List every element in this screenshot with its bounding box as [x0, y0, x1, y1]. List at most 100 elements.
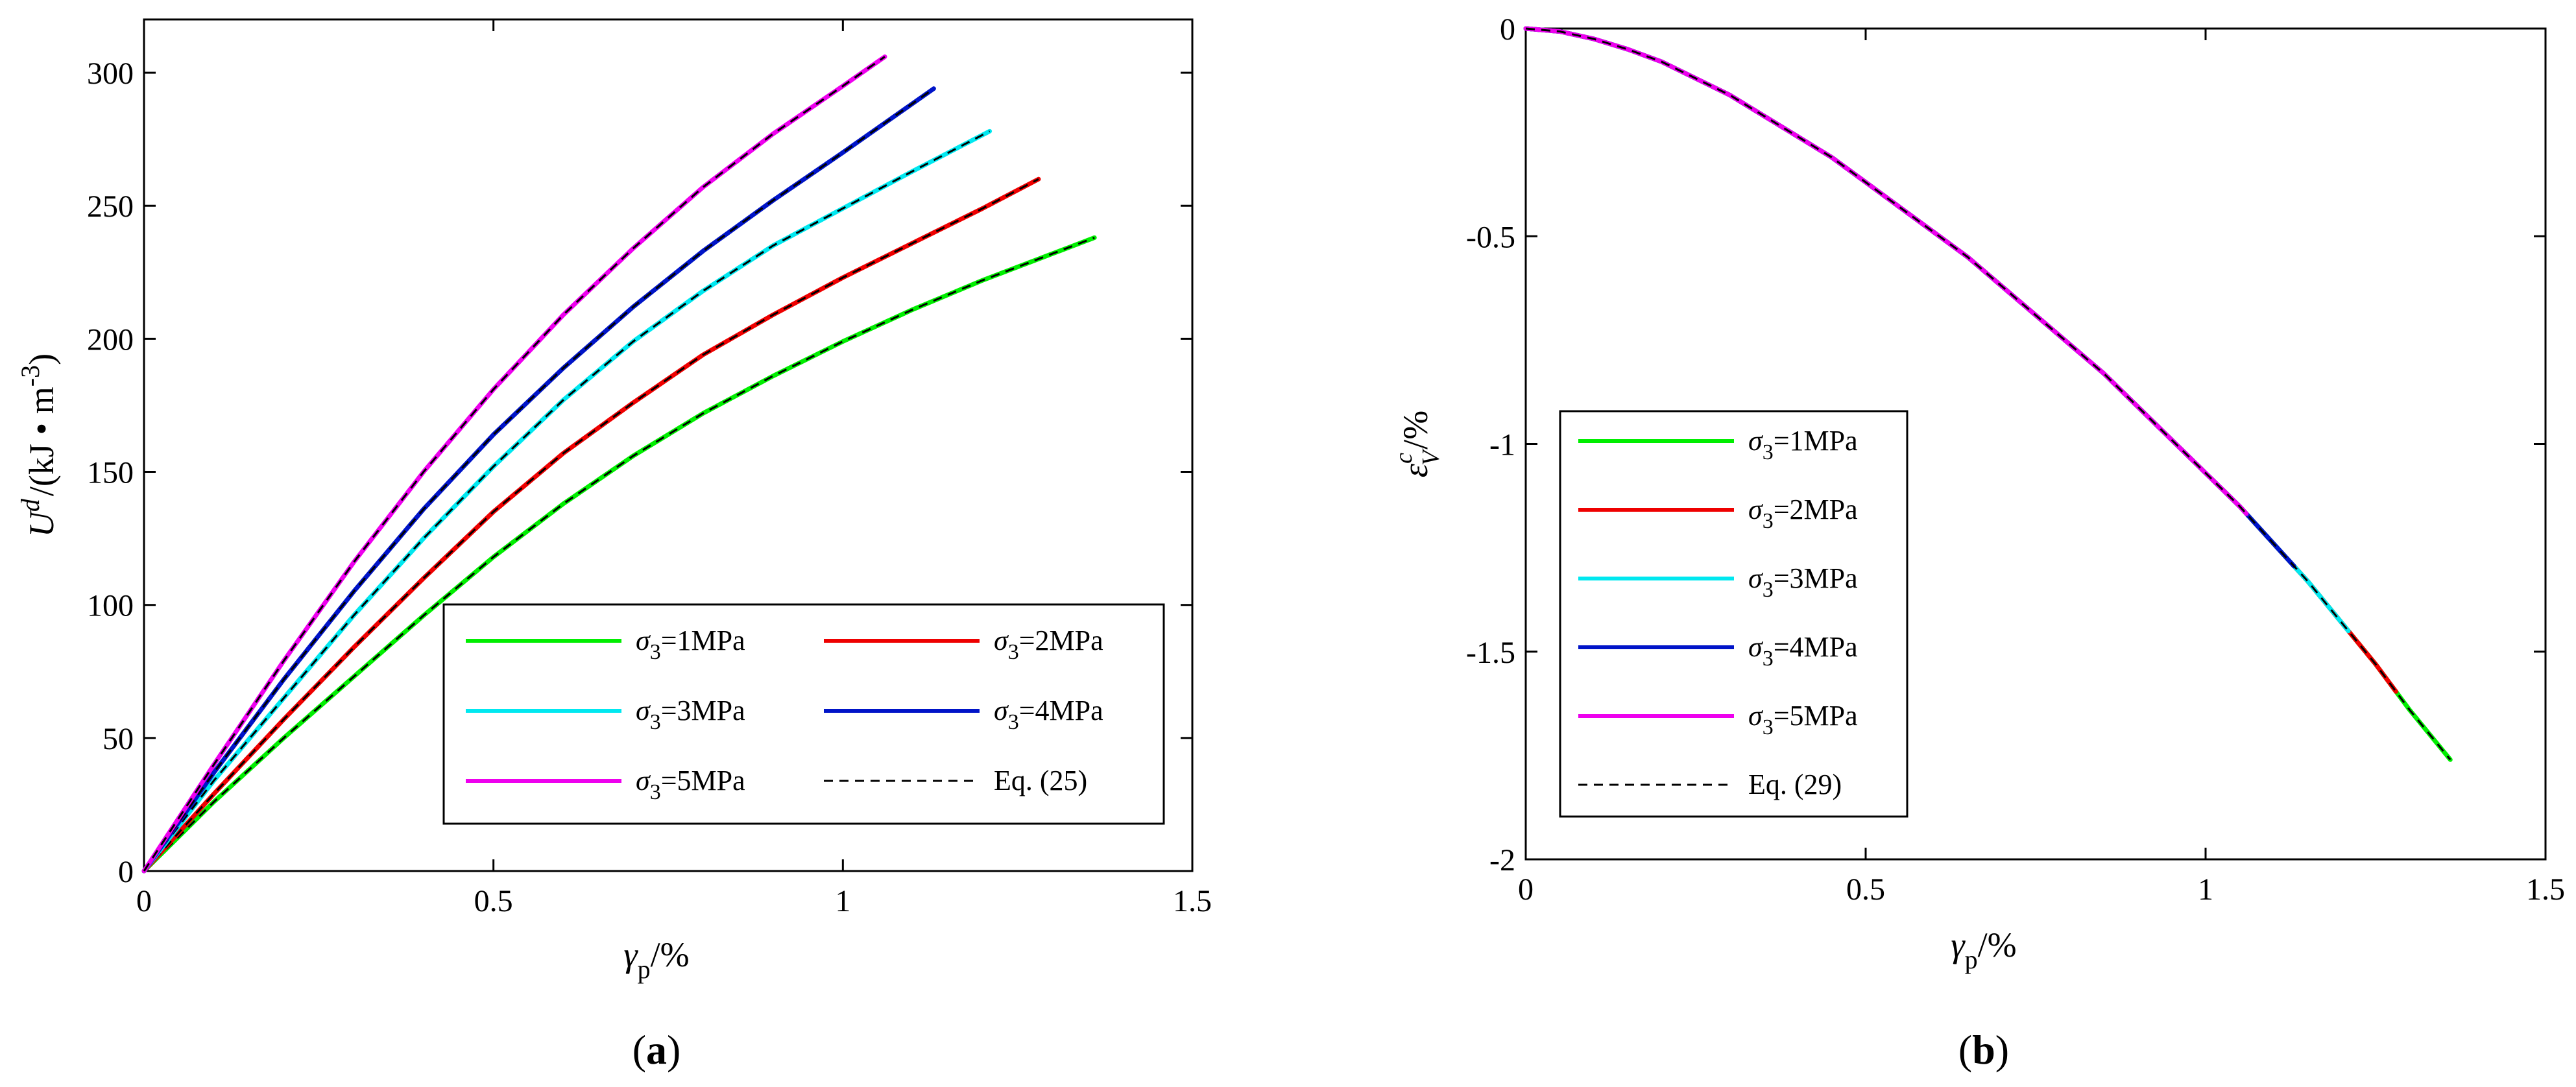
legend-label-sigma: σ	[1748, 494, 1764, 525]
legend-label: σ3=2MPa	[1748, 494, 1858, 533]
y-axis-label-unit: /%	[1396, 411, 1435, 449]
y-tick-label: 200	[87, 322, 134, 357]
legend-label: σ3=3MPa	[636, 695, 745, 734]
legend-label: σ3=1MPa	[1748, 425, 1858, 464]
y-axis-label-main: U	[22, 510, 61, 537]
y-tick-label: 0	[1500, 12, 1515, 47]
legend-label-sub: 3	[650, 780, 661, 804]
legend-label-rest: =3MPa	[1774, 562, 1858, 594]
y-axis-label-unit: /(kJ • m	[22, 387, 61, 496]
y-tick-label: 150	[87, 456, 134, 490]
legend-label-rest: =5MPa	[1774, 700, 1858, 732]
y-tick-label: -2	[1489, 843, 1515, 878]
legend-label-sub: 3	[1763, 647, 1774, 671]
y-axis-label-sup: d	[16, 498, 45, 512]
fit-line-s1	[143, 237, 1095, 872]
y-tick-label: 250	[87, 189, 134, 224]
y-tick-label: 50	[102, 722, 134, 756]
series-group	[1523, 26, 2453, 762]
panel-b: 0 0.5 1 1.50-0.5-1-1.5-2γp/%εcV/%(b)σ3=1MPa…	[1390, 12, 2565, 1073]
y-tick-label: -1.5	[1466, 636, 1515, 670]
x-tick-label: 0.5	[1846, 872, 1885, 907]
fit-line-s4	[143, 88, 935, 872]
x-axis-label-unit: /%	[1978, 926, 2017, 964]
panel-label: (b)	[1958, 1027, 2009, 1073]
legend-label-sigma: σ	[1748, 562, 1764, 594]
legend-label-sigma: σ	[636, 695, 651, 726]
x-tick-label: 0	[136, 884, 152, 918]
y-axis-label-unit-sup: -3	[16, 365, 45, 387]
y-axis-label: εcV/%	[1390, 411, 1445, 477]
panel-label-close: )	[667, 1027, 680, 1073]
legend-label-text: Eq. (29)	[1748, 769, 1842, 800]
x-tick-label: 0	[1518, 872, 1534, 907]
legend-label-rest: =3MPa	[661, 695, 745, 726]
x-axis-label: γp/%	[1951, 926, 2016, 974]
legend-label-rest: =5MPa	[661, 765, 745, 796]
legend-label: Eq. (25)	[994, 765, 1087, 796]
legend-box	[1559, 410, 1908, 818]
legend-label-sub: 3	[650, 640, 661, 664]
legend-label: σ3=5MPa	[636, 765, 745, 804]
legend-label-rest: =1MPa	[1774, 425, 1858, 457]
y-axis-label-sup: c	[1390, 453, 1417, 464]
y-axis-label-main: ε	[1396, 463, 1435, 477]
panel-label-open: (	[632, 1027, 646, 1073]
x-axis-label-unit: /%	[651, 935, 690, 974]
y-tick-label: 100	[87, 589, 134, 623]
x-tick-label: 1	[2198, 872, 2213, 907]
x-tick-label: 1.5	[1173, 884, 1212, 918]
legend-label-rest: =1MPa	[661, 625, 745, 656]
legend-label-sub: 3	[1008, 710, 1019, 734]
plot-frame	[143, 18, 1194, 872]
y-axis-label-close: )	[22, 353, 61, 365]
legend-label-sigma: σ	[636, 765, 651, 796]
legend-label-text: Eq. (25)	[994, 765, 1087, 796]
panel-label-close: )	[1995, 1027, 2009, 1073]
x-axis-label: γp/%	[623, 935, 689, 984]
x-tick-label: 0.5	[474, 884, 513, 918]
x-axis-label-sub: p	[638, 955, 651, 984]
legend-label-sigma: σ	[636, 625, 651, 656]
legend-label: σ3=1MPa	[636, 625, 745, 664]
legend-label-sub: 3	[1763, 578, 1774, 602]
legend-label-sigma: σ	[1748, 700, 1764, 732]
fit-line-s5	[143, 56, 885, 872]
legend-label-sub: 3	[1008, 640, 1019, 664]
fit-line-s3	[143, 130, 991, 872]
legend-label: σ3=2MPa	[994, 625, 1103, 664]
legend-label: σ3=5MPa	[1748, 700, 1858, 739]
y-tick-label: -1	[1489, 428, 1515, 462]
legend-label-rest: =2MPa	[1019, 625, 1103, 656]
y-axis-label: Ud /(kJ • m-3)	[16, 353, 61, 537]
series-group	[141, 54, 1097, 874]
fit-line-s2	[143, 178, 1039, 872]
legend-label: σ3=3MPa	[1748, 562, 1858, 602]
x-tick-label: 1.5	[2526, 872, 2565, 907]
legend-label-sigma: σ	[1748, 425, 1764, 457]
legend-label-sub: 3	[1763, 715, 1774, 739]
panel-label-open: (	[1958, 1027, 1972, 1073]
x-tick-label: 1	[835, 884, 850, 918]
panel-label: (a)	[632, 1027, 681, 1073]
panel-label-letter: b	[1972, 1027, 1995, 1073]
legend-label-rest: =2MPa	[1774, 494, 1858, 525]
legend-label: σ3=4MPa	[994, 695, 1103, 734]
legend-label-sub: 3	[1763, 509, 1774, 533]
x-axis-label-main: γ	[623, 935, 638, 974]
legend-label-sigma: σ	[994, 695, 1009, 726]
legend-label: σ3=4MPa	[1748, 631, 1858, 671]
legend-label-rest: =4MPa	[1019, 695, 1103, 726]
legend-label-sigma: σ	[1748, 631, 1764, 663]
y-tick-label: 300	[87, 56, 134, 91]
panel-label-letter: a	[646, 1027, 667, 1073]
legend-label: Eq. (29)	[1748, 769, 1842, 800]
x-axis-label-sub: p	[1965, 945, 1978, 974]
legend-label-sub: 3	[650, 710, 661, 734]
legend-label-sub: 3	[1763, 440, 1774, 464]
panel-a: 0 0.5 1 1.5 0 50 100 150 200 250 300 γp/% Ud /(kJ • m…	[16, 18, 1212, 1073]
fit-line	[1525, 27, 2451, 761]
